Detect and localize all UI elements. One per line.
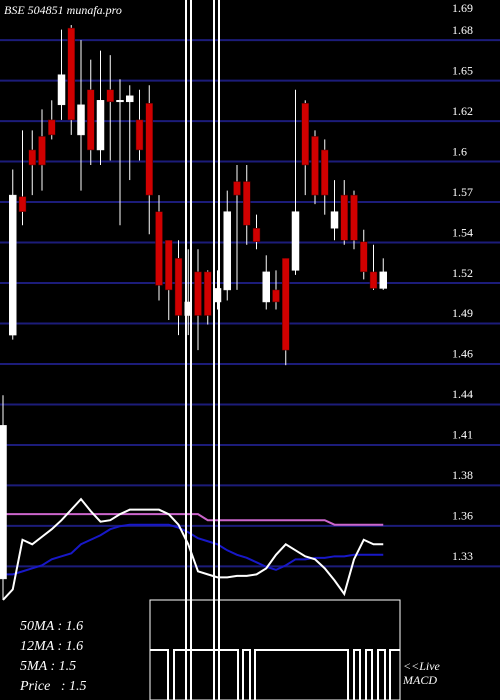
candle-body	[272, 289, 280, 303]
candle-body	[360, 241, 368, 273]
y-tick-label: 1.69	[452, 1, 473, 15]
candle-body	[194, 271, 202, 316]
candle-body	[9, 194, 17, 336]
candle-body	[252, 227, 261, 243]
candle-body	[223, 211, 231, 291]
candle-body	[77, 104, 85, 136]
candle-body	[262, 271, 270, 303]
candle-body	[321, 149, 329, 196]
y-tick-label: 1.41	[452, 428, 473, 442]
candle-body	[145, 103, 153, 196]
candle-body	[379, 271, 387, 289]
candle-body	[243, 181, 251, 226]
candle-body	[311, 136, 319, 196]
candle-body	[369, 271, 378, 289]
indicator-lines	[2, 497, 384, 601]
candles	[0, 25, 387, 600]
y-tick-label: 1.44	[452, 387, 473, 401]
candle-body	[106, 89, 114, 103]
ma-line	[2, 497, 384, 601]
y-tick-label: 1.38	[452, 468, 473, 482]
candle-body	[38, 136, 46, 166]
candle-body	[116, 100, 124, 103]
candle-body	[28, 149, 36, 166]
macd-label: MACD	[402, 673, 437, 687]
candle-body	[87, 89, 95, 151]
chart-title: BSE 504851 munafa.pro	[4, 3, 122, 17]
candle-body	[340, 194, 348, 241]
ma-label: 12MA : 1.6	[20, 639, 83, 654]
candle-body	[0, 425, 7, 580]
candle-body	[165, 240, 173, 291]
y-tick-label: 1.49	[452, 306, 473, 320]
ma-label: 50MA : 1.6	[20, 619, 83, 634]
y-tick-label: 1.65	[452, 63, 473, 77]
ma-label: 5MA : 1.5	[20, 659, 76, 674]
candle-body	[18, 196, 27, 212]
candle-body	[48, 119, 56, 136]
candle-body	[155, 211, 163, 286]
ma-line	[3, 513, 384, 526]
y-tick-label: 1.62	[452, 104, 473, 118]
ma-line	[3, 523, 384, 576]
macd-label: <<Live	[403, 659, 441, 673]
candle-body	[301, 103, 309, 166]
y-tick-label: 1.54	[452, 225, 473, 239]
candle-body	[291, 211, 300, 271]
y-tick-label: 1.52	[452, 266, 473, 280]
candle-body	[330, 211, 339, 229]
candle-body	[67, 27, 75, 121]
candle-body	[96, 100, 105, 151]
y-tick-label: 1.68	[452, 23, 473, 37]
separators	[185, 0, 220, 700]
y-tick-label: 1.6	[452, 144, 467, 158]
y-tick-label: 1.33	[452, 549, 473, 563]
candle-body	[126, 95, 134, 103]
y-tick-label: 1.46	[452, 347, 473, 361]
candle-body	[57, 74, 66, 106]
candle-body	[282, 258, 290, 351]
candle-body	[174, 258, 183, 316]
macd-line	[150, 649, 400, 700]
price-label: Price : 1.5	[19, 679, 86, 694]
macd-panel	[149, 599, 401, 700]
candle-body	[350, 194, 358, 241]
candle-body	[204, 271, 212, 316]
y-tick-label: 1.36	[452, 509, 473, 523]
candle-body	[233, 181, 241, 196]
candle-body	[135, 119, 144, 151]
y-tick-label: 1.57	[452, 185, 473, 199]
